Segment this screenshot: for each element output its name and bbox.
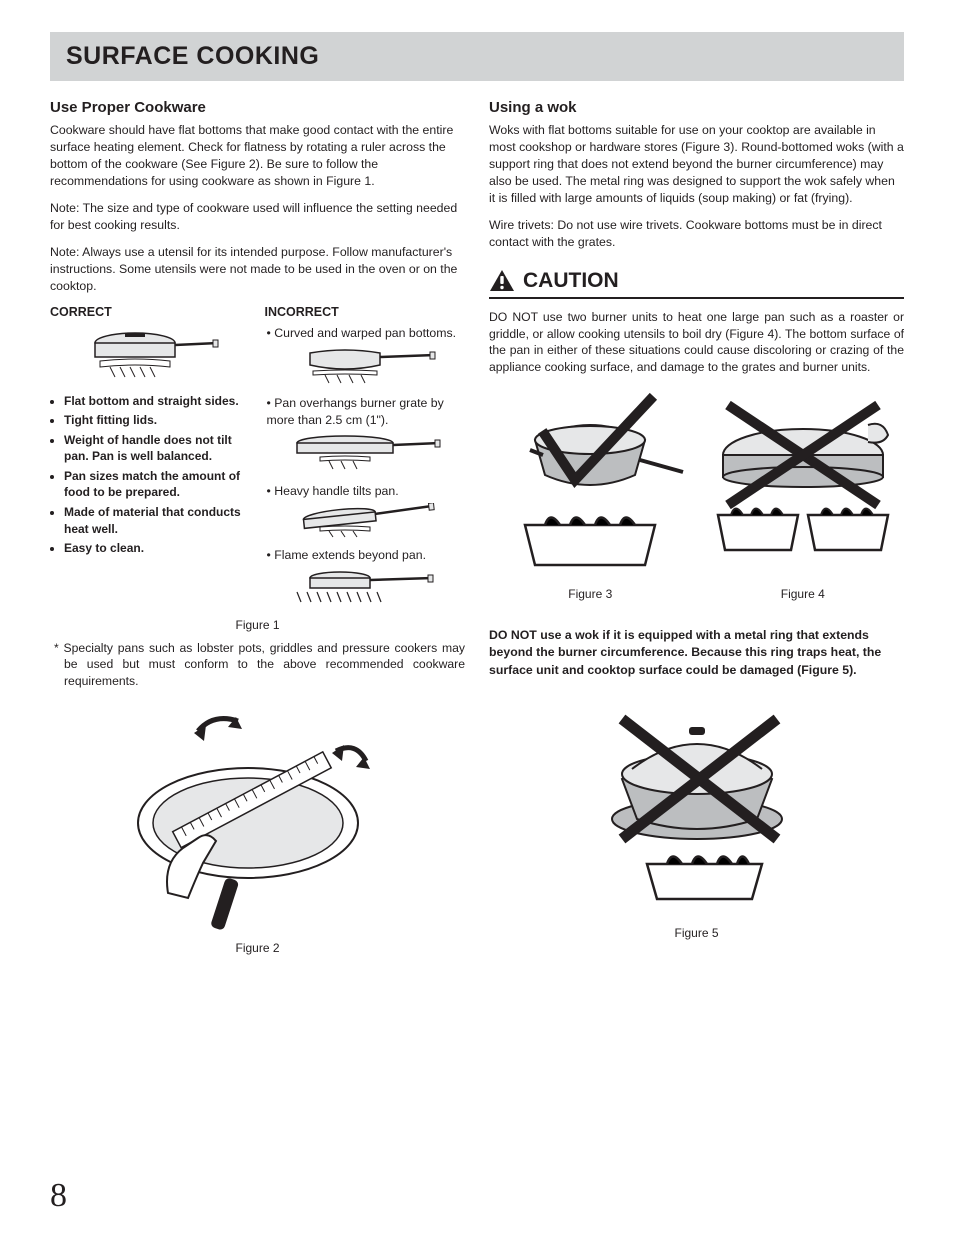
- list-item: Flat bottom and straight sides.: [64, 393, 251, 410]
- figure-1-caption: Figure 1: [50, 618, 465, 632]
- figure-2-illustration: [108, 703, 408, 933]
- figure-5-illustration: [577, 689, 817, 919]
- correct-pan-icon: [80, 325, 220, 385]
- list-item: Flame extends beyond pan.: [267, 547, 466, 564]
- correct-heading: CORRECT: [50, 305, 251, 319]
- figure-2-caption: Figure 2: [50, 941, 465, 955]
- figure-3-illustration: [495, 390, 685, 580]
- list-item: Pan sizes match the amount of food to be…: [64, 468, 251, 501]
- using-wok-heading: Using a wok: [489, 99, 904, 116]
- figure-3-caption: Figure 3: [489, 587, 692, 601]
- incorrect-pan-icon-2: [285, 433, 445, 475]
- incorrect-pan-icon-4: [285, 568, 445, 608]
- wok-paragraph-1: Woks with flat bottoms suitable for use …: [489, 122, 904, 207]
- list-item: Heavy handle tilts pan.: [267, 483, 466, 500]
- caution-label: CAUTION: [523, 269, 619, 293]
- incorrect-list: Curved and warped pan bottoms.: [265, 325, 466, 342]
- incorrect-pan-icon-1: [285, 345, 445, 387]
- caution-body: DO NOT use two burner units to heat one …: [489, 309, 904, 376]
- list-item: Pan overhangs burner grate by more than …: [267, 395, 466, 428]
- list-item: Weight of handle does not tilt pan. Pan …: [64, 432, 251, 465]
- list-item: Made of material that conducts heat well…: [64, 504, 251, 537]
- correct-incorrect-row: CORRECT: [50, 305, 465, 616]
- figure-4-caption: Figure 4: [702, 587, 905, 601]
- use-proper-cookware-heading: Use Proper Cookware: [50, 99, 465, 116]
- incorrect-pan-icon-3: [285, 503, 445, 539]
- figures-3-4-row: Figure 3: [489, 390, 904, 609]
- list-item: Tight fitting lids.: [64, 412, 251, 429]
- figure-4-block: Figure 4: [702, 390, 905, 609]
- do-not-wok-paragraph: DO NOT use a wok if it is equipped with …: [489, 627, 904, 679]
- figure-4-illustration: [703, 390, 903, 580]
- incorrect-heading: INCORRECT: [265, 305, 466, 319]
- two-column-layout: Use Proper Cookware Cookware should have…: [50, 99, 904, 963]
- wok-paragraph-2: Wire trivets: Do not use wire trivets. C…: [489, 217, 904, 251]
- list-item: Curved and warped pan bottoms.: [267, 325, 466, 342]
- cookware-note-2: Note: Always use a utensil for its inten…: [50, 244, 465, 295]
- figure-5-block: Figure 5: [489, 689, 904, 940]
- figure-3-block: Figure 3: [489, 390, 692, 609]
- correct-column: CORRECT: [50, 305, 251, 616]
- list-item: Easy to clean.: [64, 540, 251, 557]
- incorrect-column: INCORRECT Curved and warped pan bottoms.…: [265, 305, 466, 616]
- incorrect-list: Heavy handle tilts pan.: [265, 483, 466, 500]
- left-column: Use Proper Cookware Cookware should have…: [50, 99, 465, 963]
- incorrect-list: Pan overhangs burner grate by more than …: [265, 395, 466, 428]
- cookware-paragraph-1: Cookware should have flat bottoms that m…: [50, 122, 465, 190]
- footnote: * Specialty pans such as lobster pots, g…: [50, 640, 465, 689]
- figure-5-caption: Figure 5: [489, 926, 904, 940]
- correct-list: Flat bottom and straight sides. Tight fi…: [50, 393, 251, 557]
- warning-icon: [489, 269, 515, 293]
- incorrect-list: Flame extends beyond pan.: [265, 547, 466, 564]
- right-column: Using a wok Woks with flat bottoms suita…: [489, 99, 904, 963]
- page-number: 8: [50, 1177, 67, 1215]
- cookware-note-1: Note: The size and type of cookware used…: [50, 200, 465, 234]
- caution-header: CAUTION: [489, 269, 904, 299]
- section-title-bar: SURFACE COOKING: [50, 32, 904, 81]
- section-title: SURFACE COOKING: [66, 42, 888, 71]
